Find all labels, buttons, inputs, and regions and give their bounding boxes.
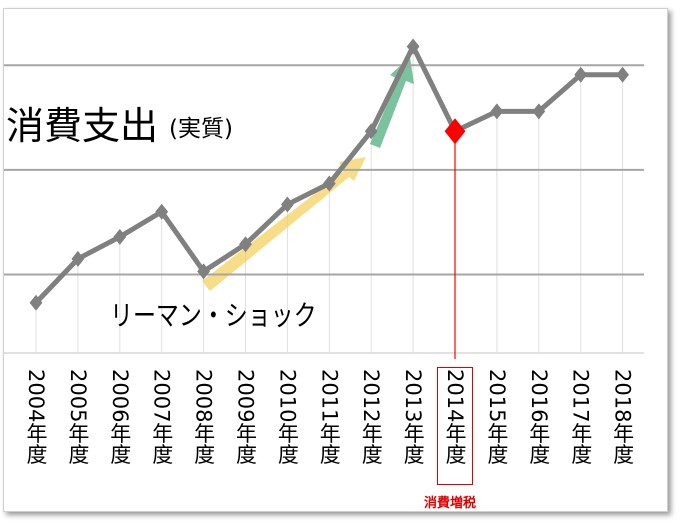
data-point — [197, 263, 210, 280]
data-point — [444, 118, 466, 145]
annotation: リーマン・ショック — [110, 299, 317, 332]
x-tick-label: 2014年度 — [443, 369, 467, 465]
data-point — [490, 103, 504, 120]
data-point — [406, 38, 420, 55]
x-tick-label: 2013年度 — [401, 369, 426, 465]
data-point — [616, 66, 629, 83]
annotation: 消費増税 — [424, 496, 477, 511]
chart — [4, 38, 644, 359]
x-tick-label: 2005年度 — [65, 369, 90, 465]
x-tick-label: 2016年度 — [526, 369, 551, 465]
data-point — [113, 228, 127, 245]
chart-title: 消費支出 — [6, 104, 159, 148]
data-point — [364, 123, 378, 140]
data-point — [71, 250, 85, 267]
highlight-box — [437, 367, 473, 485]
x-tick-label: 2004年度 — [24, 369, 48, 465]
x-tick-label: 2018年度 — [610, 369, 635, 465]
x-tick-label: 2008年度 — [191, 369, 216, 465]
data-point — [281, 196, 294, 213]
data-point — [155, 203, 169, 220]
data-point — [574, 66, 588, 83]
x-tick-label: 2009年度 — [233, 369, 258, 465]
x-tick-label: 2011年度 — [317, 369, 342, 465]
x-tick-label: 2015年度 — [484, 369, 509, 465]
x-tick-label: 2006年度 — [107, 369, 132, 465]
trend-arrow-green — [370, 57, 414, 148]
x-tick-label: 2012年度 — [359, 369, 384, 465]
data-point — [532, 103, 546, 120]
chart-subtitle: (実質) — [169, 116, 233, 142]
x-tick-label: 2010年度 — [275, 369, 300, 465]
x-tick-label: 2007年度 — [149, 369, 174, 465]
chart-frame: 消費支出 (実質) リーマン・ショック 消費増税 2004年度 2005年度 200… — [3, 8, 668, 512]
data-point — [322, 175, 336, 192]
data-point — [239, 236, 252, 253]
x-tick-label: 2017年度 — [568, 369, 593, 465]
trend-arrow-yellow — [202, 157, 366, 291]
